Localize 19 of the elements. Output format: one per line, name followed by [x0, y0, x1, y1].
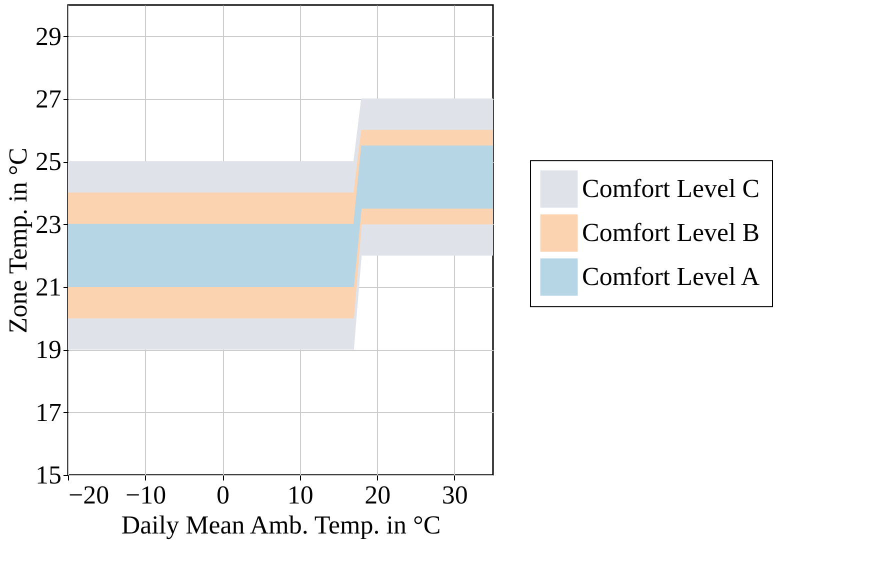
y-tick-label: 19 [36, 335, 62, 364]
x-axis-title: Daily Mean Amb. Temp. in °C [121, 510, 441, 540]
y-axis-title: Zone Temp. in °C [4, 148, 32, 334]
y-tick-label: 29 [36, 22, 62, 51]
legend-label: Comfort Level C [582, 174, 760, 204]
y-tick-label: 17 [36, 398, 62, 427]
x-tick-label: −20 [68, 480, 110, 510]
y-tick-label: 15 [36, 460, 62, 490]
legend-label: Comfort Level B [582, 218, 760, 248]
y-tick-label: 27 [36, 84, 62, 114]
x-tick-label: 20 [364, 480, 391, 510]
y-tick-label: 21 [36, 272, 62, 302]
legend-label: Comfort Level A [582, 262, 760, 292]
x-tick-label: −10 [125, 480, 166, 510]
x-tick-label: 10 [287, 480, 314, 510]
y-tick-label: 23 [36, 210, 62, 239]
y-tick-label: 25 [36, 147, 62, 176]
x-tick-label: 0 [216, 480, 230, 510]
x-tick-label: 30 [442, 480, 468, 510]
